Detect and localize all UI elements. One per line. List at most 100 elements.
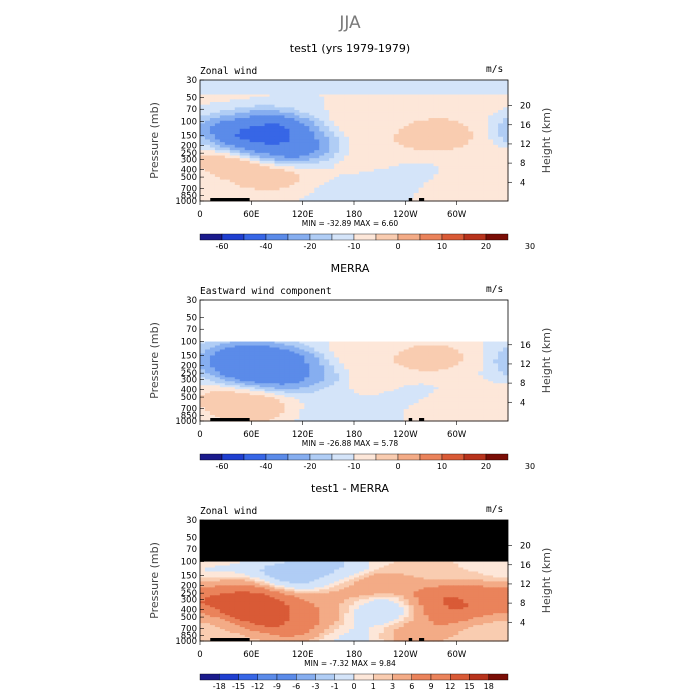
field-cell xyxy=(448,379,454,382)
field-cell xyxy=(428,395,435,398)
field-cell xyxy=(219,369,226,372)
field-cell xyxy=(373,195,380,199)
field-cell xyxy=(259,355,266,359)
field-cell xyxy=(483,355,489,359)
field-cell xyxy=(493,347,499,351)
field-cell xyxy=(358,399,365,402)
field-cell xyxy=(239,150,246,154)
field-cell xyxy=(438,192,445,197)
field-cell xyxy=(478,401,484,404)
field-cell xyxy=(383,192,390,197)
field-cell xyxy=(413,351,420,355)
field-cell xyxy=(214,190,221,194)
field-cell xyxy=(289,417,295,420)
field-cell xyxy=(458,399,464,402)
field-cell xyxy=(200,361,206,364)
field-cell xyxy=(289,102,295,106)
field-cell xyxy=(214,195,221,199)
field-cell xyxy=(498,371,504,374)
field-cell xyxy=(289,359,295,363)
field-cell xyxy=(418,373,425,376)
field-cell xyxy=(209,131,216,135)
field-cell xyxy=(443,415,449,418)
field-cell xyxy=(209,93,216,98)
field-cell xyxy=(254,123,261,127)
field-cell xyxy=(344,147,350,151)
field-cell xyxy=(413,375,420,378)
field-cell xyxy=(309,379,315,382)
field-cell xyxy=(383,343,390,347)
field-cell xyxy=(453,359,459,363)
field-cell xyxy=(403,96,410,100)
field-cell xyxy=(264,166,271,170)
field-cell xyxy=(373,123,380,127)
field-cell xyxy=(319,176,325,181)
field-cell xyxy=(259,115,266,119)
field-cell xyxy=(254,136,261,141)
field-cell xyxy=(200,144,206,149)
field-cell xyxy=(413,120,420,125)
field-cell xyxy=(339,369,345,372)
field-cell xyxy=(324,363,330,366)
field-cell xyxy=(334,371,340,374)
field-cell xyxy=(289,383,295,386)
field-cell xyxy=(428,387,435,390)
field-cell xyxy=(408,187,415,191)
field-cell xyxy=(289,187,295,191)
field-cell xyxy=(438,131,445,135)
field-cell xyxy=(329,345,335,349)
field-cell xyxy=(259,99,266,103)
field-cell xyxy=(478,371,484,374)
field-cell xyxy=(418,155,425,159)
field-cell xyxy=(244,405,251,408)
field-cell xyxy=(314,361,320,364)
field-cell xyxy=(224,369,231,372)
field-cell xyxy=(274,417,281,420)
field-cell xyxy=(363,413,370,416)
field-cell xyxy=(224,405,231,408)
field-cell xyxy=(503,128,509,133)
field-cell xyxy=(349,369,355,372)
field-cell xyxy=(423,371,430,374)
field-cell xyxy=(229,343,236,347)
field-cell xyxy=(254,184,261,189)
field-cell xyxy=(468,190,474,194)
field-cell xyxy=(458,415,464,418)
field-cell xyxy=(299,377,305,380)
field-cell xyxy=(294,397,300,400)
field-cell xyxy=(358,168,365,173)
field-cell xyxy=(363,163,370,167)
field-cell xyxy=(488,413,494,416)
field-cell xyxy=(244,147,251,151)
field-cell xyxy=(363,96,370,100)
field-cell xyxy=(219,353,226,357)
field-cell xyxy=(378,413,385,416)
field-cell xyxy=(368,179,375,183)
field-cell xyxy=(204,359,211,363)
field-cell xyxy=(204,152,211,157)
field-cell xyxy=(244,341,251,345)
field-cell xyxy=(423,128,430,133)
field-cell xyxy=(249,351,256,355)
field-cell xyxy=(354,349,360,353)
field-cell xyxy=(423,361,430,364)
field-cell xyxy=(219,395,226,398)
field-cell xyxy=(224,112,231,116)
field-cell xyxy=(254,407,261,410)
field-cell xyxy=(418,152,425,157)
field-cell xyxy=(284,195,291,199)
field-cell xyxy=(254,395,261,398)
field-cell xyxy=(383,184,390,189)
field-cell xyxy=(309,96,315,100)
field-cell xyxy=(408,179,415,183)
field-cell xyxy=(388,198,395,202)
field-cell xyxy=(368,407,375,410)
field-cell xyxy=(204,417,211,420)
field-cell xyxy=(488,407,494,410)
field-cell xyxy=(269,391,276,394)
field-cell xyxy=(309,361,315,364)
y-tick-label: 150 xyxy=(181,132,197,142)
field-cell xyxy=(299,160,305,165)
field-cell xyxy=(473,158,479,162)
field-cell xyxy=(498,115,504,119)
